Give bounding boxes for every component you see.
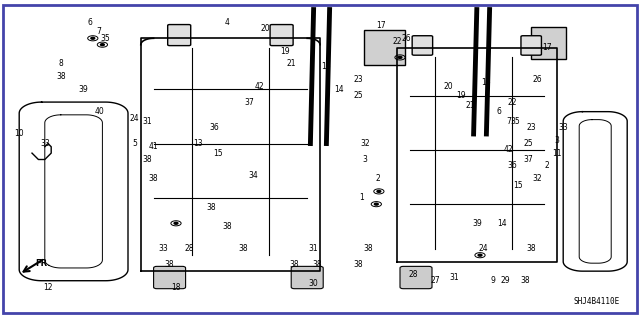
Text: 2: 2 [375, 174, 380, 183]
Text: 25: 25 [523, 139, 533, 148]
Text: 22: 22 [392, 37, 401, 46]
Text: 24: 24 [129, 114, 140, 122]
Text: 6: 6 [87, 18, 92, 27]
Text: 6: 6 [497, 107, 502, 116]
Text: 19: 19 [280, 47, 290, 56]
FancyBboxPatch shape [168, 25, 191, 46]
Text: 17: 17 [376, 21, 386, 30]
Text: 32: 32 [360, 139, 370, 148]
Text: 38: 38 [312, 260, 322, 269]
Text: 20: 20 [260, 24, 271, 33]
Text: 38: 38 [222, 222, 232, 231]
Text: 38: 38 [206, 203, 216, 212]
Text: SHJ4B4110E: SHJ4B4110E [573, 297, 620, 306]
Text: 40: 40 [94, 107, 104, 116]
Text: 28: 28 [408, 270, 417, 279]
Text: 5: 5 [132, 139, 137, 148]
Text: 38: 38 [289, 260, 300, 269]
Text: 38: 38 [526, 244, 536, 253]
Circle shape [174, 222, 178, 224]
Text: 38: 38 [238, 244, 248, 253]
Text: 21: 21 [287, 59, 296, 68]
Text: 14: 14 [497, 219, 508, 228]
FancyBboxPatch shape [364, 30, 405, 65]
Text: 38: 38 [520, 276, 530, 285]
Text: 38: 38 [353, 260, 364, 269]
Text: 14: 14 [334, 85, 344, 94]
Text: 15: 15 [212, 149, 223, 158]
Text: 22: 22 [508, 98, 516, 107]
Text: 36: 36 [507, 161, 517, 170]
Text: 33: 33 [40, 139, 50, 148]
Text: 35: 35 [100, 34, 111, 43]
Text: 30: 30 [308, 279, 319, 288]
Text: 42: 42 [254, 82, 264, 91]
Text: 12: 12 [44, 283, 52, 292]
Text: 38: 38 [142, 155, 152, 164]
Text: 1: 1 [359, 193, 364, 202]
FancyBboxPatch shape [531, 27, 566, 59]
Text: 17: 17 [542, 43, 552, 52]
FancyBboxPatch shape [154, 266, 186, 289]
Text: 21: 21 [466, 101, 475, 110]
Text: 10: 10 [14, 130, 24, 138]
Text: 31: 31 [142, 117, 152, 126]
Text: 38: 38 [164, 260, 175, 269]
FancyBboxPatch shape [521, 36, 541, 55]
Circle shape [100, 44, 104, 46]
Text: 33: 33 [158, 244, 168, 253]
Text: 41: 41 [148, 142, 159, 151]
Text: 37: 37 [523, 155, 533, 164]
Text: 15: 15 [513, 181, 524, 189]
Text: 19: 19 [456, 91, 466, 100]
Text: 36: 36 [209, 123, 220, 132]
Text: 24: 24 [478, 244, 488, 253]
Circle shape [398, 56, 402, 58]
Text: 28: 28 [184, 244, 193, 253]
Text: 11: 11 [552, 149, 561, 158]
Text: 33: 33 [558, 123, 568, 132]
Text: 4: 4 [225, 18, 230, 27]
FancyBboxPatch shape [412, 36, 433, 55]
Text: 16: 16 [481, 78, 492, 87]
Text: 2: 2 [545, 161, 550, 170]
Text: 26: 26 [532, 75, 543, 84]
Text: 38: 38 [148, 174, 159, 183]
Text: 34: 34 [248, 171, 258, 180]
FancyBboxPatch shape [291, 266, 323, 289]
Text: 37: 37 [244, 98, 255, 107]
Text: 32: 32 [532, 174, 543, 183]
Text: 18: 18 [172, 283, 180, 292]
Circle shape [377, 190, 381, 192]
Text: 27: 27 [430, 276, 440, 285]
Text: 23: 23 [526, 123, 536, 132]
Text: 13: 13 [193, 139, 204, 148]
Text: 31: 31 [308, 244, 319, 253]
Text: 35: 35 [510, 117, 520, 126]
Circle shape [374, 203, 378, 205]
Text: 3: 3 [554, 136, 559, 145]
Text: 16: 16 [321, 63, 332, 71]
Text: 26: 26 [401, 34, 412, 43]
Text: 20: 20 [443, 82, 453, 91]
Text: 8: 8 [58, 59, 63, 68]
Text: 38: 38 [363, 244, 373, 253]
Text: 7: 7 [97, 27, 102, 36]
Text: 38: 38 [56, 72, 66, 81]
FancyBboxPatch shape [400, 266, 432, 289]
Circle shape [91, 37, 95, 39]
Text: 39: 39 [472, 219, 482, 228]
Text: 42: 42 [504, 145, 514, 154]
Text: 7: 7 [506, 117, 511, 126]
Text: 25: 25 [353, 91, 364, 100]
Circle shape [478, 254, 482, 256]
FancyBboxPatch shape [270, 25, 293, 46]
Text: 9: 9 [490, 276, 495, 285]
Text: 3: 3 [362, 155, 367, 164]
Text: 39: 39 [78, 85, 88, 94]
Text: 23: 23 [353, 75, 364, 84]
Text: FR.: FR. [35, 259, 51, 268]
Text: 29: 29 [500, 276, 511, 285]
Text: 31: 31 [449, 273, 460, 282]
